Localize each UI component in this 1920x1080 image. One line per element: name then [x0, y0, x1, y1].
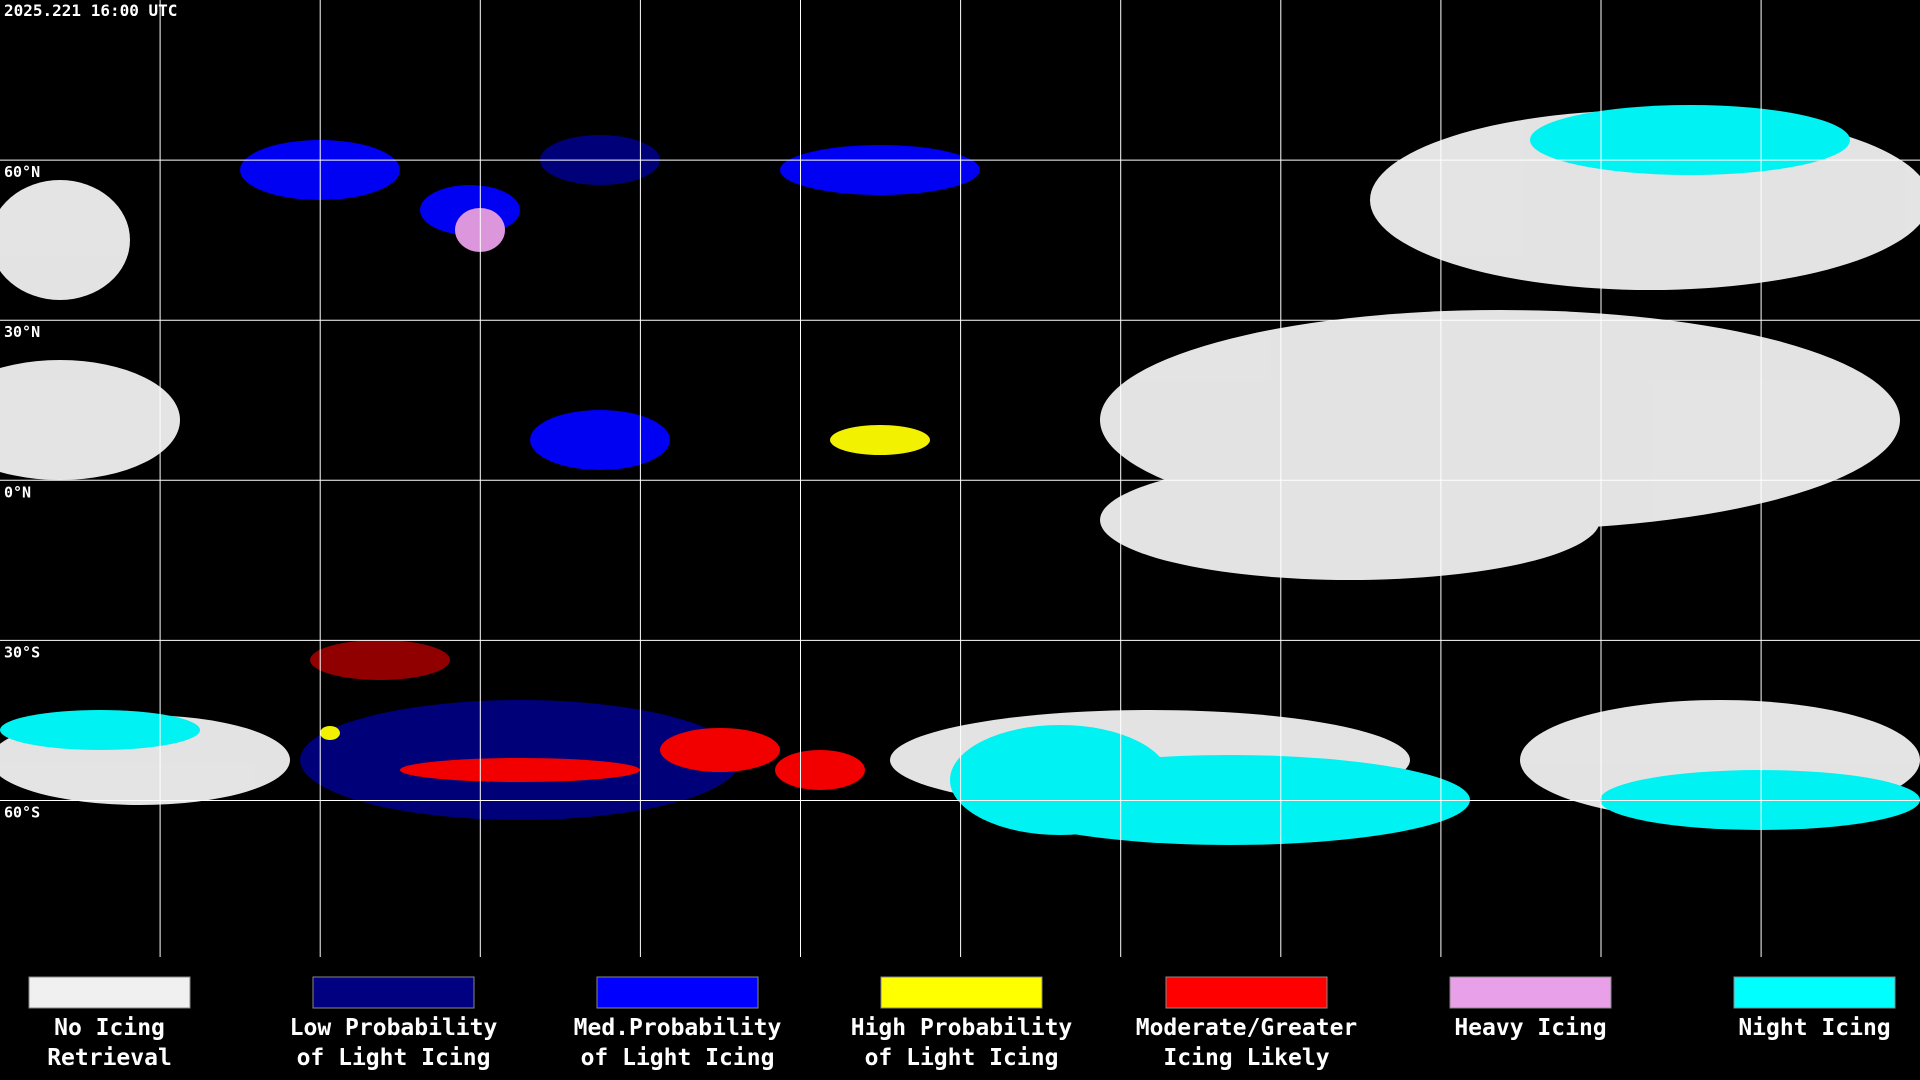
legend-label: Heavy Icing	[1454, 1015, 1606, 1041]
legend-swatch	[1733, 976, 1896, 1009]
icing	[780, 145, 980, 195]
cloud-field	[0, 105, 1920, 845]
legend-label: Low Probability	[290, 1015, 498, 1041]
legend-swatch	[312, 976, 475, 1009]
graticule: 60°N 30°N 0°N 30°S 60°S	[0, 0, 1920, 957]
cloud	[950, 725, 1170, 835]
legend-label: Moderate/Greater	[1136, 1015, 1358, 1041]
icing	[830, 425, 930, 455]
cloud	[0, 360, 180, 480]
legend-swatch	[880, 976, 1043, 1009]
legend-label: Night Icing	[1738, 1015, 1890, 1041]
latitude-label: 0°N	[4, 483, 31, 501]
latitude-label: 60°S	[4, 804, 40, 822]
icing	[400, 758, 640, 782]
legend-swatch	[28, 976, 191, 1009]
legend-swatch	[596, 976, 759, 1009]
cloud	[0, 180, 130, 300]
latitude-label: 30°N	[4, 323, 40, 341]
legend-label: of Light Icing	[297, 1045, 491, 1071]
cloud	[1530, 105, 1850, 175]
cloud	[0, 710, 200, 750]
icing	[530, 410, 670, 470]
icing	[320, 726, 340, 740]
legend-swatch	[1165, 976, 1328, 1009]
legend-swatch	[1449, 976, 1612, 1009]
legend: No Icing Retrieval Low Probability of Light…	[28, 976, 1896, 1071]
latitude-label: 60°N	[4, 163, 40, 181]
cloud	[1100, 460, 1600, 580]
icing	[775, 750, 865, 790]
icing	[660, 728, 780, 772]
legend-label: Retrieval	[47, 1045, 172, 1071]
legend-label: of Light Icing	[865, 1045, 1059, 1071]
legend-label: of Light Icing	[581, 1045, 775, 1071]
icing	[310, 640, 450, 680]
legend-label: Icing Likely	[1163, 1045, 1329, 1071]
latitude-label: 30°S	[4, 643, 40, 661]
legend-label: Med.Probability	[574, 1015, 782, 1041]
legend-label: High Probability	[851, 1015, 1073, 1041]
timestamp: 2025.221 16:00 UTC	[4, 1, 177, 20]
legend-label: No Icing	[54, 1015, 165, 1041]
